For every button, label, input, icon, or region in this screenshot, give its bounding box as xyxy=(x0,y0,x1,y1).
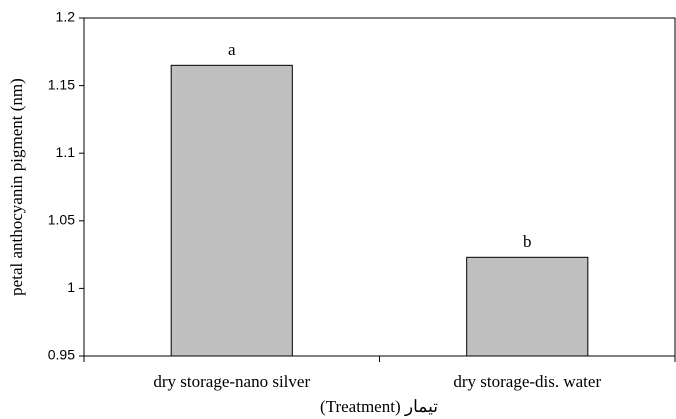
x-tick-label: dry storage-nano silver xyxy=(153,372,310,391)
y-axis-label: petal anthocyanin pigment (nm) xyxy=(7,78,26,296)
x-axis-label: (Treatment) تیمار xyxy=(320,397,438,417)
bar-label: a xyxy=(228,40,236,59)
bar-label: b xyxy=(523,232,532,251)
y-tick-label: 1.1 xyxy=(56,144,76,160)
bar xyxy=(466,256,589,357)
bar xyxy=(170,64,293,357)
x-tick-label: dry storage-dis. water xyxy=(453,372,601,391)
y-tick-label: 1 xyxy=(67,279,75,295)
y-tick-label: 0.95 xyxy=(48,347,75,363)
y-tick-label: 1.05 xyxy=(48,212,75,228)
y-tick-label: 1.15 xyxy=(48,76,75,92)
y-tick-label: 1.2 xyxy=(56,9,76,25)
